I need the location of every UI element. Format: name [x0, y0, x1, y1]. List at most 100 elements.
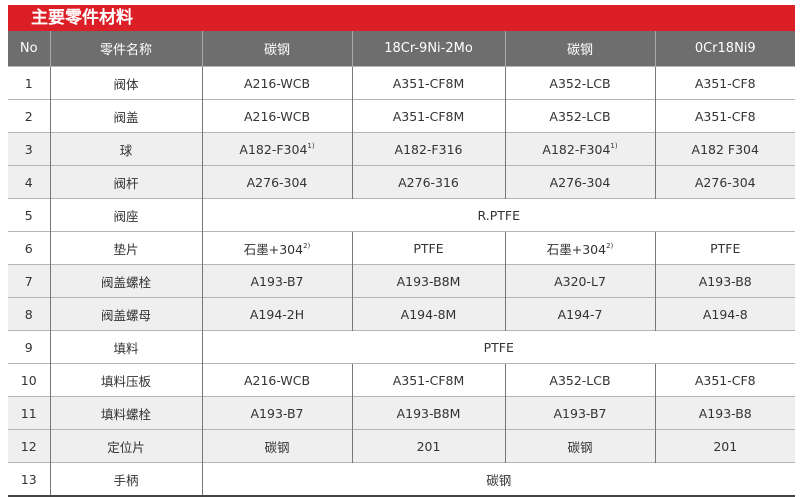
row-number: 3 — [8, 132, 50, 166]
material-value: A276-304 — [694, 174, 756, 190]
table-row: 6 垫片 石墨+3042) PTFE 石墨+3042) PTFE — [8, 231, 795, 265]
material-value: A193-B7 — [553, 405, 607, 421]
row-number: 6 — [8, 231, 50, 265]
part-name: 填料 — [49, 330, 202, 364]
material-cell: A276-316 — [351, 165, 505, 199]
material-cell: A216-WCB — [201, 99, 352, 133]
table-row: 1 阀体 A216-WCB A351-CF8M A352-LCB A351-CF8 — [8, 66, 795, 100]
material-value: 201 — [713, 438, 738, 454]
table-row: 3 球 A182-F3041) A182-F316 A182-F3041) A182 F3… — [8, 132, 795, 166]
material-cell: A351-CF8 — [654, 363, 795, 397]
table-row: 5 阀座 R.PTFE — [8, 198, 795, 232]
materials-table: No 零件名称 碳钢 18Cr-9Ni-2Mo 碳钢 0Cr18Ni9 1 阀体 A216-W… — [8, 31, 795, 497]
material-cell: A276-304 — [654, 165, 795, 199]
part-name: 球 — [49, 132, 202, 166]
material-value: A193-B8M — [396, 273, 461, 289]
table-row: 2 阀盖 A216-WCB A351-CF8M A352-LCB A351-CF8 — [8, 99, 795, 133]
material-value: A193-B8 — [698, 405, 752, 421]
material-value: A276-316 — [398, 174, 459, 190]
material-value: PTFE — [710, 240, 741, 256]
row-number: 4 — [8, 165, 50, 199]
table-header: No 零件名称 碳钢 18Cr-9Ni-2Mo 碳钢 0Cr18Ni9 — [8, 31, 795, 67]
material-value: A194-2H — [249, 306, 305, 322]
column-header: 零件名称 — [49, 31, 202, 67]
material-cell: 石墨+3042) — [201, 231, 352, 265]
material-cell: A351-CF8M — [351, 99, 505, 133]
material-cell: A193-B7 — [504, 396, 655, 430]
material-cell: 石墨+3042) — [504, 231, 655, 265]
material-value: PTFE — [413, 240, 444, 256]
material-value: A216-WCB — [243, 372, 311, 388]
material-cell: A351-CF8M — [351, 363, 505, 397]
table-row: 12 定位片 碳钢 201 碳钢 201 — [8, 429, 795, 463]
row-number: 2 — [8, 99, 50, 133]
material-cell: A182-F3041) — [504, 132, 655, 166]
section-title: 主要零件材料 — [8, 5, 795, 31]
material-value: 石墨+304 — [243, 241, 304, 257]
table-row: 9 填料 PTFE — [8, 330, 795, 364]
material-cell-merged: 碳钢 — [201, 462, 795, 497]
material-value: A193-B7 — [250, 273, 304, 289]
part-name: 阀盖螺栓 — [49, 264, 202, 298]
material-cell: A193-B8 — [654, 264, 795, 298]
material-cell-merged: R.PTFE — [201, 198, 795, 232]
row-number: 12 — [8, 429, 50, 463]
material-value: A351-CF8 — [694, 75, 756, 91]
material-value: A352-LCB — [549, 372, 611, 388]
column-header: No — [8, 31, 50, 67]
material-cell: A320-L7 — [504, 264, 655, 298]
material-value: A216-WCB — [243, 108, 311, 124]
material-cell: A351-CF8 — [654, 66, 795, 100]
table-row: 13 手柄 碳钢 — [8, 462, 795, 497]
material-value: A194-7 — [557, 306, 603, 322]
material-value: A351-CF8M — [392, 75, 465, 91]
material-cell: PTFE — [351, 231, 505, 265]
material-value: 石墨+304 — [546, 241, 607, 257]
row-number: 9 — [8, 330, 50, 364]
material-value: 201 — [416, 438, 441, 454]
footnote-mark: 1) — [610, 141, 618, 150]
material-value: A352-LCB — [549, 75, 611, 91]
material-cell: A193-B8M — [351, 264, 505, 298]
material-cell: A216-WCB — [201, 363, 352, 397]
material-cell: A216-WCB — [201, 66, 352, 100]
part-name: 填料螺栓 — [49, 396, 202, 430]
material-cell: A276-304 — [504, 165, 655, 199]
table-row: 10 填料压板 A216-WCB A351-CF8M A352-LCB A351-CF8 — [8, 363, 795, 397]
footnote-mark: 2) — [303, 241, 311, 250]
material-value: A193-B7 — [250, 405, 304, 421]
table-row: 7 阀盖螺栓 A193-B7 A193-B8M A320-L7 A193-B8 — [8, 264, 795, 298]
material-cell: A194-2H — [201, 297, 352, 331]
material-cell: A352-LCB — [504, 99, 655, 133]
material-value: A276-304 — [246, 174, 308, 190]
material-value: A216-WCB — [243, 75, 311, 91]
material-cell: A351-CF8 — [654, 99, 795, 133]
material-cell: 201 — [351, 429, 505, 463]
material-cell: A352-LCB — [504, 66, 655, 100]
table-row: 11 填料螺栓 A193-B7 A193-B8M A193-B7 A193-B8 — [8, 396, 795, 430]
material-cell: 201 — [654, 429, 795, 463]
material-value: 碳钢 — [264, 439, 290, 455]
material-value: A193-B8 — [698, 273, 752, 289]
part-name: 定位片 — [49, 429, 202, 463]
column-header: 碳钢 — [504, 31, 655, 67]
table-row: 4 阀杆 A276-304 A276-316 A276-304 A276-304 — [8, 165, 795, 199]
part-name: 阀盖螺母 — [49, 297, 202, 331]
material-cell-merged: PTFE — [201, 330, 795, 364]
material-value: A276-304 — [549, 174, 611, 190]
material-value: A320-L7 — [554, 273, 606, 289]
material-value: A182-F304 — [239, 141, 308, 157]
part-name: 手柄 — [49, 462, 202, 497]
material-value: A351-CF8M — [392, 108, 465, 124]
material-cell: A182-F316 — [351, 132, 505, 166]
material-cell: A193-B8M — [351, 396, 505, 430]
material-cell: A194-7 — [504, 297, 655, 331]
column-header: 18Cr-9Ni-2Mo — [351, 31, 505, 67]
material-value: A182 F304 — [691, 141, 759, 157]
material-cell: A182-F3041) — [201, 132, 352, 166]
material-cell: A276-304 — [201, 165, 352, 199]
row-number: 11 — [8, 396, 50, 430]
material-value: 碳钢 — [567, 439, 593, 455]
table-row: 8 阀盖螺母 A194-2H A194-8M A194-7 A194-8 — [8, 297, 795, 331]
material-value: A351-CF8 — [694, 108, 756, 124]
